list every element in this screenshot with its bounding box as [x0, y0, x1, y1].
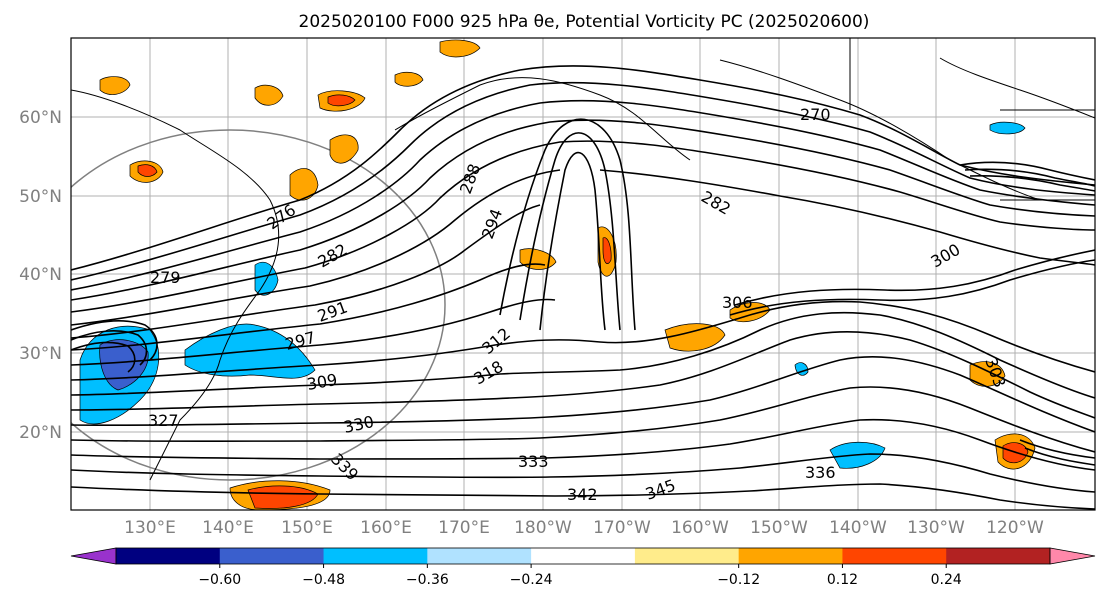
- colorbar-extend-high: [1049, 547, 1096, 565]
- colorbar-tick-label: 0.24: [931, 572, 962, 588]
- colorbar-swatch: [219, 548, 325, 564]
- pv-positive-area-sibera: [289, 168, 319, 201]
- lon-label-140e: 140°E: [202, 518, 254, 538]
- contour-label-306: 306: [722, 293, 753, 312]
- coastlines: [71, 38, 1095, 481]
- pv-positive-area-ne: [439, 39, 481, 58]
- pv-positive-core-okhotsk: [327, 94, 356, 107]
- colorbar-tick-label: −0.36: [406, 572, 449, 588]
- lat-label-50: 50°N: [19, 187, 62, 207]
- lon-label-160w: 160°W: [671, 518, 729, 538]
- lon-label-150w: 150°W: [750, 518, 808, 538]
- colorbar-swatch: [531, 548, 636, 564]
- lon-label-170w: 170°W: [593, 518, 651, 538]
- longitude-labels: 130°E 140°E 150°E 160°E 170°E 180°W 170°…: [124, 518, 1044, 538]
- pv-negative-small-east: [989, 121, 1026, 135]
- chart-title: 2025020100 F000 925 hPa θe, Potential Vo…: [299, 12, 870, 32]
- colorbar-tick-label: −0.12: [717, 572, 760, 588]
- colorbar-extend-low: [70, 547, 117, 565]
- colorbar-tick-label: −0.48: [302, 572, 345, 588]
- contour-label-333: 333: [518, 452, 549, 471]
- colorbar-frame: [115, 547, 1051, 565]
- pv-positive-area-kamchatka: [329, 134, 359, 164]
- contour-label-270: 270: [800, 105, 831, 124]
- graticule: [71, 38, 1095, 510]
- colorbar-swatch: [323, 548, 428, 564]
- pv-positive-area-nw: [99, 76, 131, 95]
- colorbar: −0.60 −0.48 −0.36 −0.24 −0.12 0.12 0.24: [70, 547, 1096, 588]
- contour-label-279: 279: [150, 268, 181, 287]
- map-area: 270 276 279 282 288 291 294 297 300 303 …: [71, 38, 1095, 510]
- region-circle: [71, 129, 446, 481]
- map-frame: [70, 37, 1096, 511]
- colorbar-swatch: [116, 548, 221, 564]
- lat-label-20: 20°N: [19, 423, 62, 443]
- contour-label-342: 342: [567, 485, 598, 504]
- colorbar-swatch: [842, 548, 947, 564]
- contour-label-327: 327: [148, 411, 179, 430]
- pv-positive-area-n3: [394, 71, 424, 87]
- lon-label-160e: 160°E: [360, 518, 412, 538]
- colorbar-swatch: [946, 548, 1051, 564]
- pv-positive-area-n2: [254, 84, 284, 106]
- theta-e-contours: [71, 65, 1095, 510]
- pv-positive-core-gulf: [602, 237, 612, 264]
- lon-label-130w: 130°W: [907, 518, 965, 538]
- colorbar-tick-label: 0.12: [827, 572, 858, 588]
- lon-label-150e: 150°E: [281, 518, 333, 538]
- lon-label-120w: 120°W: [986, 518, 1044, 538]
- lon-label-180w: 180°W: [514, 518, 572, 538]
- colorbar-tick-label: −0.24: [510, 572, 553, 588]
- latitude-labels: 60°N 50°N 40°N 30°N 20°N: [19, 108, 62, 443]
- pv-positive-core-w: [137, 164, 158, 177]
- lat-label-30: 30°N: [19, 344, 62, 364]
- lon-label-140w: 140°W: [829, 518, 887, 538]
- lon-label-130e: 130°E: [124, 518, 176, 538]
- colorbar-swatch: [738, 548, 843, 564]
- colorbar-tick-label: −0.60: [198, 572, 241, 588]
- colorbar-swatch: [634, 548, 740, 564]
- pv-positive-area-mid: [664, 323, 726, 352]
- contour-label-336: 336: [805, 463, 836, 482]
- colorbar-swatch: [427, 548, 532, 564]
- lat-label-40: 40°N: [19, 265, 62, 285]
- lat-label-60: 60°N: [19, 108, 62, 128]
- lon-label-170e: 170°E: [438, 518, 490, 538]
